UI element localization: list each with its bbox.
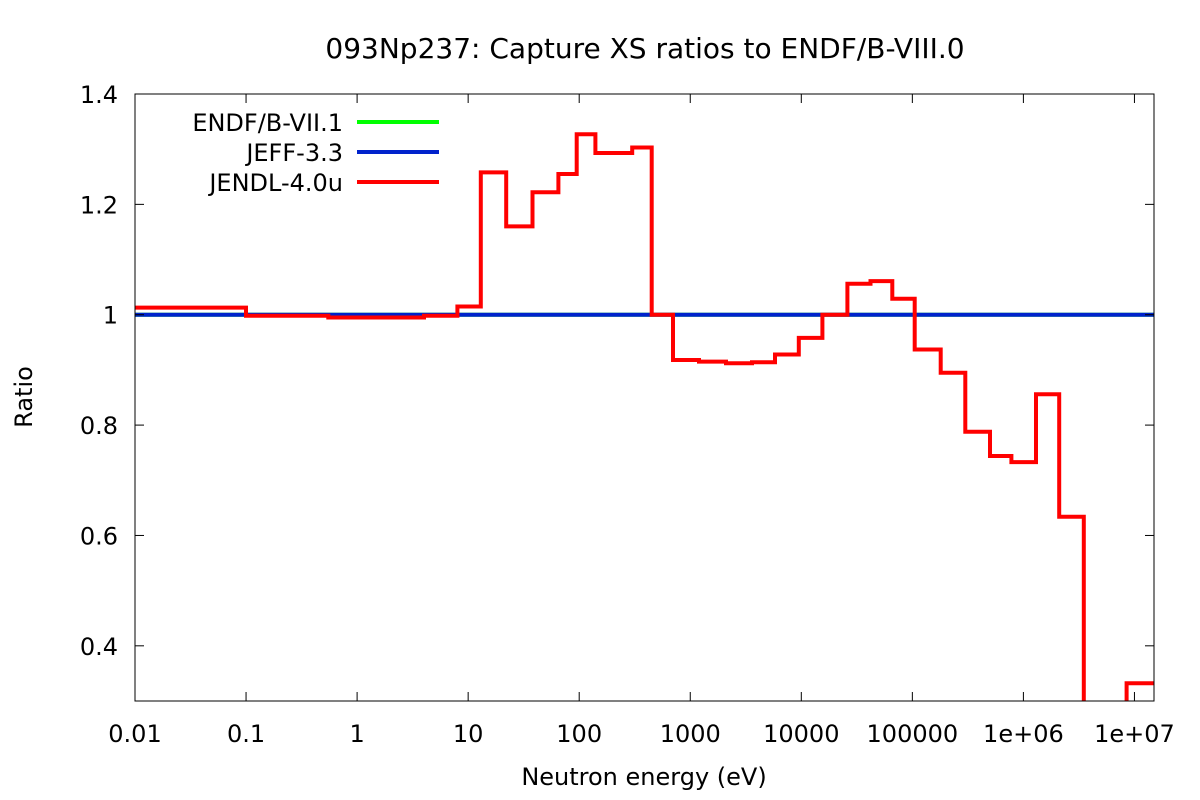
y-axis-label: Ratio: [10, 366, 38, 428]
series-line-jendl-4-0u: [135, 132, 1154, 701]
series-layer: [135, 132, 1154, 701]
legend-label-jeff-3-3: JEFF-3.3: [244, 139, 343, 167]
x-tick-label: 0.1: [227, 720, 265, 748]
x-axis-label: Neutron energy (eV): [521, 763, 766, 791]
axis-ticks: 0.01 0.1 1 10 100 1000 10000 100000 1e+06 1e+07 0.…: [80, 81, 1175, 748]
plot-frame: [134, 93, 1155, 702]
y-tick-label: 1: [103, 302, 118, 330]
x-tick-label: 1: [349, 720, 364, 748]
x-tick-label: 100000: [867, 720, 959, 748]
y-tick-label: 1.2: [80, 191, 118, 219]
legend-label-endf-b-vii-1: ENDF/B-VII.1: [192, 109, 343, 137]
x-tick-label: 100: [556, 720, 602, 748]
x-tick-label: 1e+06: [983, 720, 1064, 748]
x-tick-label: 10: [453, 720, 484, 748]
x-tick-label: 0.01: [108, 720, 161, 748]
chart-title: 093Np237: Capture XS ratios to ENDF/B-VI…: [325, 32, 964, 65]
y-tick-label: 0.6: [80, 522, 118, 550]
y-tick-label: 0.8: [80, 412, 118, 440]
y-tick-label: 0.4: [80, 633, 118, 661]
y-tick-label: 1.4: [80, 81, 118, 109]
x-tick-label: 10000: [763, 720, 839, 748]
legend-label-jendl-4-0u: JENDL-4.0u: [207, 169, 343, 197]
x-tick-label: 1e+07: [1094, 720, 1175, 748]
x-tick-label: 1000: [660, 720, 721, 748]
